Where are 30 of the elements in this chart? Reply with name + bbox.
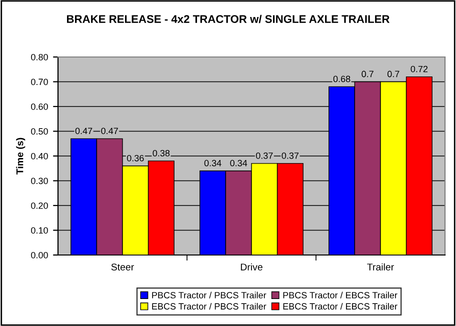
y-tick-label: 0.60: [31, 103, 48, 110]
data-label: 0.7: [387, 70, 400, 78]
data-label: 0.47: [75, 128, 92, 134]
legend-label: PBCS Tractor / PBCS Trailer: [152, 292, 266, 298]
data-label: 0.72: [410, 66, 428, 72]
x-tick-label: Drive: [240, 263, 262, 270]
data-label: 0.34: [230, 160, 248, 166]
y-tick-label: 0.40: [31, 152, 48, 160]
legend-label: EBCS Tractor / PBCS Trailer: [152, 302, 266, 310]
y-tick-label: 0.50: [31, 128, 48, 135]
data-label: 0.38: [152, 150, 170, 156]
legend-label: PBCS Tractor / EBCS Trailer: [283, 292, 398, 298]
y-tick-label: 0.10: [31, 227, 48, 234]
y-tick-label: 0.00: [31, 252, 48, 258]
y-axis-title: Time (s): [16, 138, 26, 174]
data-label: 0.47: [101, 128, 118, 134]
x-tick-label: Trailer: [367, 263, 394, 270]
data-label: 0.37: [282, 152, 299, 159]
y-tick-label: 0.20: [31, 202, 48, 209]
y-tick-label: 0.80: [31, 54, 48, 60]
data-label: 0.36: [126, 154, 144, 162]
data-label: 0.34: [204, 160, 222, 166]
legend-label: EBCS Tractor / EBCS Trailer: [283, 302, 398, 310]
x-tick-label: Steer: [111, 264, 134, 270]
data-label: 0.68: [333, 76, 350, 82]
y-tick-label: 0.70: [31, 78, 48, 86]
y-tick-label: 0.30: [31, 178, 48, 184]
data-label: 0.37: [256, 152, 273, 159]
chart-title: BRAKE RELEASE - 4x2 TRACTOR w/ SINGLE AXLE TRAILER: [66, 14, 390, 24]
data-label: 0.7: [362, 70, 374, 78]
